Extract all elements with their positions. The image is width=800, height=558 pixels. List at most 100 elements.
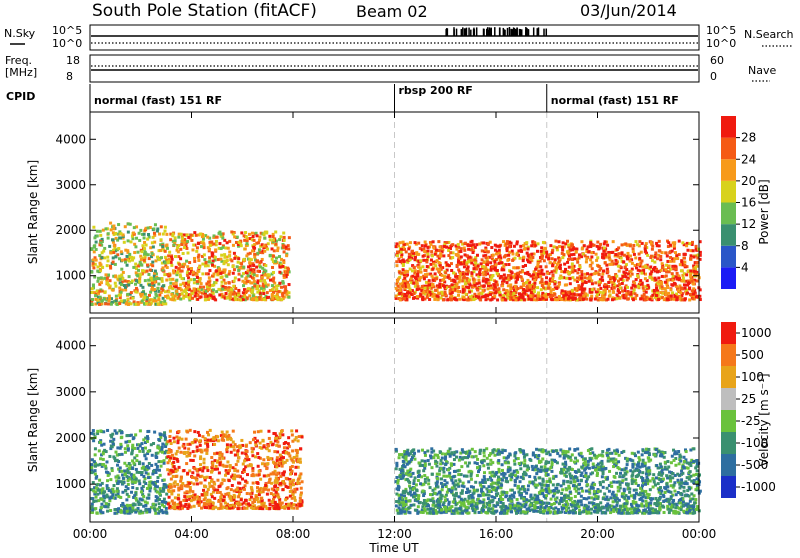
data-cell (216, 491, 219, 494)
data-cell (102, 458, 105, 461)
data-cell (134, 433, 137, 436)
data-cell (223, 253, 226, 256)
data-cell (288, 283, 291, 286)
data-cell (170, 261, 173, 264)
data-cell (120, 274, 123, 277)
data-cell (417, 285, 420, 288)
data-cell (130, 240, 133, 243)
data-cell (463, 253, 466, 256)
data-cell (620, 278, 623, 281)
data-cell (183, 241, 186, 244)
data-cell (140, 250, 143, 253)
data-cell (180, 289, 183, 292)
data-cell (428, 283, 431, 286)
data-cell (470, 272, 473, 275)
data-cell (95, 496, 98, 499)
data-cell (626, 286, 629, 289)
data-cell (203, 246, 206, 249)
data-cell (240, 231, 243, 234)
data-cell (533, 279, 536, 282)
data-cell (139, 510, 142, 513)
colorbar-swatch (721, 159, 736, 181)
data-cell (450, 295, 453, 298)
data-cell (119, 232, 122, 235)
data-cell (114, 275, 117, 278)
data-cell (130, 291, 133, 294)
data-cell (580, 270, 583, 273)
data-cell (556, 298, 559, 301)
data-cell (644, 250, 647, 253)
data-cell (612, 240, 615, 243)
data-cell (491, 298, 494, 301)
data-cell (138, 277, 141, 280)
data-cell (163, 478, 166, 481)
data-cell (576, 271, 579, 274)
data-cell (157, 438, 160, 441)
data-cell (190, 267, 193, 270)
data-cell (432, 262, 435, 265)
data-cell (595, 253, 598, 256)
data-cell (267, 283, 270, 286)
data-cell (180, 485, 183, 488)
data-cell (641, 283, 644, 286)
data-cell (97, 489, 100, 492)
data-cell (222, 505, 225, 508)
data-cell (632, 250, 635, 253)
data-cell (458, 298, 461, 301)
data-cell (675, 268, 678, 271)
data-cell (279, 475, 282, 478)
data-cell (242, 272, 245, 275)
data-cell (121, 277, 124, 280)
data-cell (192, 244, 195, 247)
data-cell (112, 443, 115, 446)
data-cell (591, 267, 594, 270)
data-cell (195, 250, 198, 253)
data-cell (644, 277, 647, 280)
data-cell (124, 288, 127, 291)
data-cell (201, 272, 204, 275)
data-cell (566, 261, 569, 264)
data-cell (264, 231, 267, 234)
data-cell (182, 282, 185, 285)
data-cell (191, 248, 194, 251)
data-cell (219, 272, 222, 275)
data-cell (459, 279, 462, 282)
data-cell (185, 462, 188, 465)
data-cell (403, 260, 406, 263)
data-cell (197, 474, 200, 477)
data-cell (113, 244, 116, 247)
data-cell (102, 452, 105, 455)
data-cell (547, 287, 550, 290)
data-cell (146, 440, 149, 443)
data-cell (221, 436, 224, 439)
data-cell (666, 255, 669, 258)
data-cell (226, 241, 229, 244)
data-cell (494, 244, 497, 247)
data-cell (132, 266, 135, 269)
data-cell (157, 277, 160, 280)
data-cell (223, 256, 226, 259)
data-cell (598, 280, 601, 283)
data-cell (103, 449, 106, 452)
data-cell (157, 460, 160, 463)
data-cell (153, 299, 156, 302)
data-cell (99, 457, 102, 460)
data-cell (143, 259, 146, 262)
data-cell (436, 295, 439, 298)
data-cell (261, 276, 264, 279)
data-cell (203, 458, 206, 461)
data-cell (423, 277, 426, 280)
data-cell (167, 260, 170, 263)
data-cell (233, 257, 236, 260)
data-cell (437, 240, 440, 243)
data-cell (232, 430, 235, 433)
data-cell (93, 236, 96, 239)
data-cell (671, 272, 674, 275)
data-cell (172, 437, 175, 440)
data-cell (92, 489, 95, 492)
data-cell (155, 499, 158, 502)
data-cell (112, 251, 115, 254)
data-cell (111, 238, 114, 241)
data-cell (246, 296, 249, 299)
data-cell (101, 299, 104, 302)
